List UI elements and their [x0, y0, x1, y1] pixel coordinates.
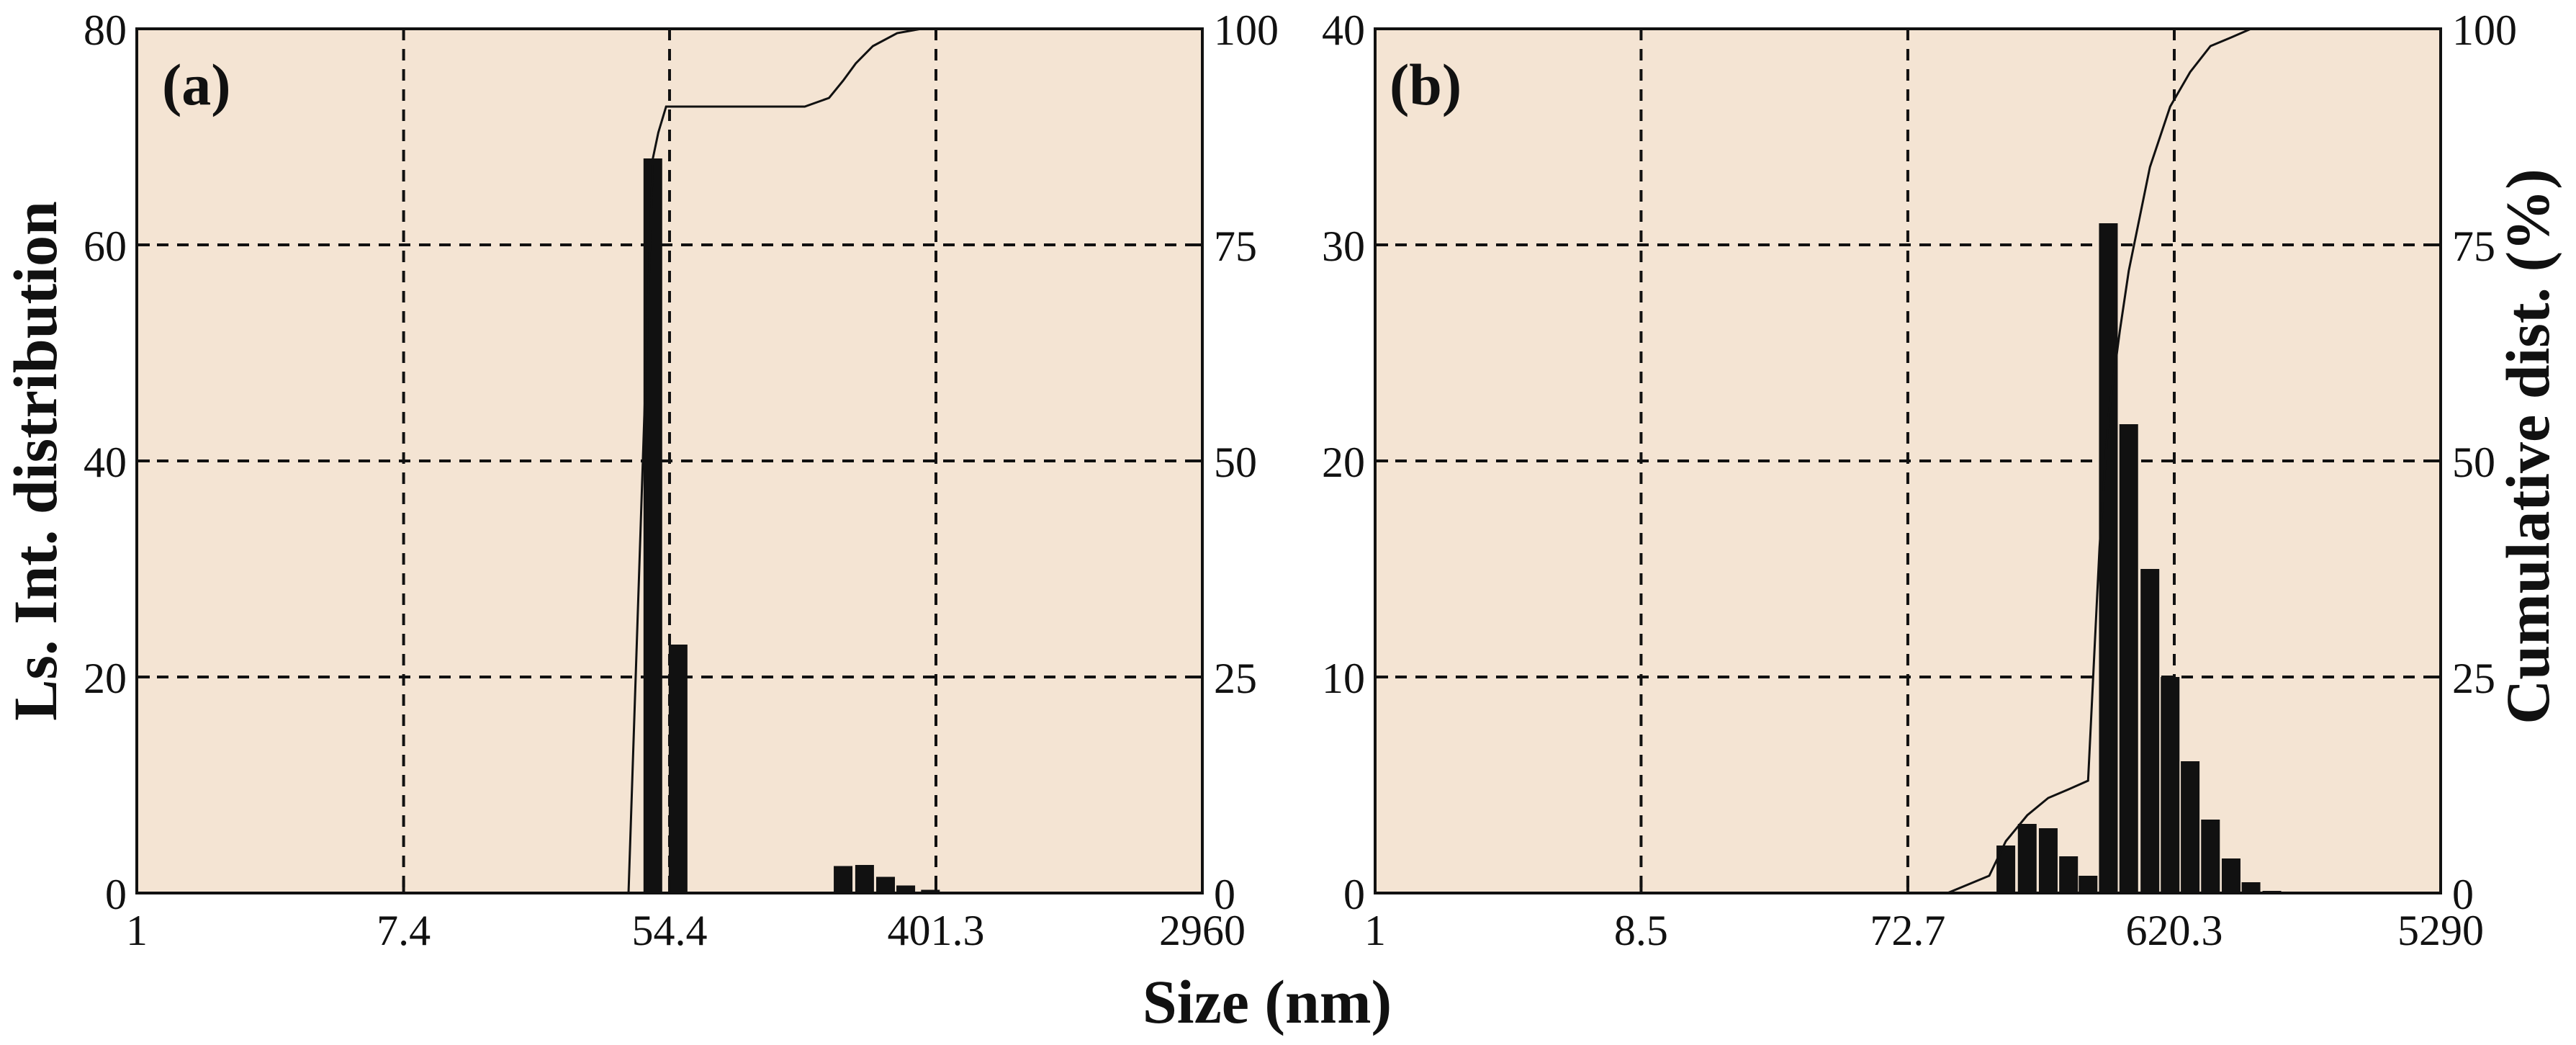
x-axis-title: Size (nm): [1143, 967, 1392, 1036]
panel-b-left-tick-label: 10: [1322, 655, 1365, 702]
panel-a-right-ticks: 0 25 50 75 100: [1189, 6, 1279, 918]
panel-a-bar: [668, 645, 688, 893]
panel-b-x-ticks: 1 8.5 72.7 620.3 5290: [1364, 880, 2484, 954]
panel-b-left-tick-label: 20: [1322, 439, 1365, 486]
panel-a-label: (a): [162, 52, 231, 117]
panel-a-bar: [876, 876, 896, 893]
panel-b-x-tick-label: 5290: [2397, 907, 2484, 954]
panel-a-left-tick-label: 0: [105, 871, 127, 918]
panel-b-bar: [2201, 820, 2220, 893]
panel-a-bar: [921, 889, 940, 893]
panel-a-x-tick-label: 54.4: [631, 907, 707, 954]
panel-a-right-tick-label: 75: [1214, 223, 1257, 270]
panel-b-left-tick-label: 0: [1343, 871, 1365, 918]
panel-a-bar: [855, 865, 874, 893]
panel-b-bar: [2181, 761, 2200, 893]
panel-a-left-tick-label: 60: [84, 223, 127, 270]
panel-b-bar: [2017, 824, 2037, 893]
panel-b-right-ticks: 0 25 50 75 100: [2428, 6, 2517, 918]
panel-a-left-tick-label: 20: [84, 655, 127, 702]
panel-a-right-tick-label: 50: [1214, 439, 1257, 486]
panel-b-left-tick-label: 30: [1322, 223, 1365, 270]
panel-b-x-tick-label: 72.7: [1870, 907, 1945, 954]
panel-b-right-tick-label: 25: [2452, 655, 2495, 702]
panel-a-left-tick-label: 80: [84, 6, 127, 54]
panel-b-label: (b): [1390, 52, 1462, 117]
panel-b-x-tick-label: 8.5: [1614, 907, 1668, 954]
panel-b-x-tick-label: 620.3: [2126, 907, 2223, 954]
panel-b-right-tick-label: 0: [2452, 871, 2474, 918]
panel-a: 0 20 40 60 80 0 25 50 75 100 1 7.4 54.4 401.3 2960 (…: [84, 6, 1279, 954]
panel-a-right-tick-label: 100: [1214, 6, 1279, 54]
panel-b-x-tick-label: 1: [1364, 907, 1386, 954]
panel-a-bars: [643, 158, 940, 893]
panel-b-left-ticks: 0 10 20 30 40: [1322, 6, 1388, 918]
panel-b-bar: [2140, 569, 2160, 893]
panel-a-bar: [896, 885, 916, 893]
panel-a-x-ticks: 1 7.4 54.4 401.3 2960: [126, 880, 1246, 954]
panel-b: 0 10 20 30 40 0 25 50 75 100 1 8.5 72.7 620.3 5290 (…: [1322, 6, 2517, 954]
panel-b-bar: [2079, 876, 2098, 893]
panel-b-bar: [2099, 223, 2118, 893]
panel-a-x-tick-label: 7.4: [377, 907, 431, 954]
panel-b-bar: [2241, 882, 2261, 893]
panel-b-right-tick-label: 100: [2452, 6, 2517, 54]
panel-b-bar: [2059, 856, 2079, 893]
panel-b-bar: [2119, 424, 2138, 893]
panel-b-bar: [2038, 828, 2058, 893]
panel-a-right-tick-label: 0: [1214, 871, 1235, 918]
panel-b-bar: [2221, 858, 2241, 893]
panel-a-left-ticks: 0 20 40 60 80: [84, 6, 150, 918]
panel-b-bar: [2161, 677, 2180, 893]
panel-a-right-tick-label: 25: [1214, 655, 1257, 702]
panel-b-right-tick-label: 75: [2452, 223, 2495, 270]
y-axis-left-title: Ls. Int. distribution: [1, 201, 70, 721]
panel-a-bar: [643, 158, 662, 893]
panel-b-left-tick-label: 40: [1322, 6, 1365, 54]
panel-a-bar: [834, 866, 853, 893]
panel-a-left-tick-label: 40: [84, 439, 127, 486]
panel-a-x-tick-label: 401.3: [888, 907, 985, 954]
y-axis-right-title: Cumulative dist. (%): [2493, 169, 2562, 725]
panel-b-cumulative-line: [1375, 27, 2441, 894]
panel-b-right-tick-label: 50: [2452, 439, 2495, 486]
panel-a-x-tick-label: 2960: [1159, 907, 1246, 954]
panel-b-bars: [1996, 223, 2302, 894]
panel-a-x-tick-label: 1: [126, 907, 148, 954]
